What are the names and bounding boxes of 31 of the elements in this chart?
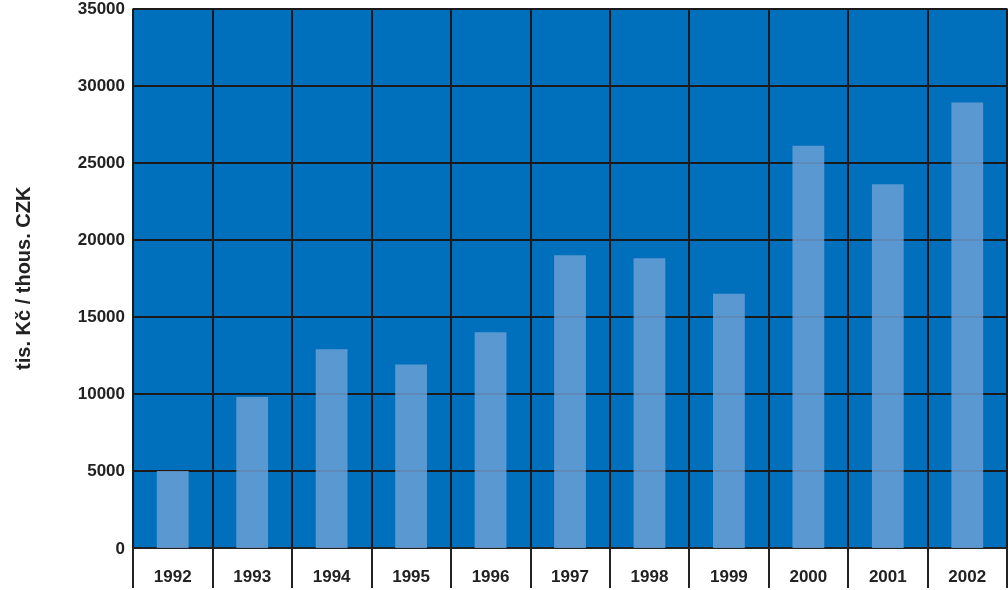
x-tick-label: 1992 bbox=[153, 567, 192, 586]
x-tick-label: 1997 bbox=[551, 567, 589, 586]
y-tick-label: 35000 bbox=[77, 0, 125, 18]
x-tick-label: 2001 bbox=[868, 567, 907, 586]
y-axis-title: tis. Kč / thous. CZK bbox=[12, 186, 34, 370]
bar bbox=[395, 364, 427, 548]
x-tick-label: 1996 bbox=[471, 567, 510, 586]
y-tick-label: 10000 bbox=[77, 384, 125, 404]
bar bbox=[951, 102, 984, 548]
x-tick-label: 2000 bbox=[789, 567, 828, 586]
bar bbox=[474, 332, 507, 548]
y-tick-label: 25000 bbox=[77, 153, 125, 173]
bar bbox=[871, 184, 904, 548]
bar bbox=[554, 255, 586, 548]
y-tick-label: 30000 bbox=[77, 76, 125, 96]
y-tick-label: 20000 bbox=[77, 230, 125, 250]
x-tick-label: 2002 bbox=[948, 567, 987, 586]
bar bbox=[236, 396, 269, 548]
y-tick-label: 15000 bbox=[77, 307, 125, 327]
x-tick-label: 1995 bbox=[392, 567, 430, 586]
bar bbox=[792, 145, 825, 548]
x-tick-label: 1993 bbox=[233, 567, 272, 586]
y-tick-label: 5000 bbox=[87, 461, 125, 481]
bar bbox=[713, 293, 745, 548]
bar bbox=[315, 349, 348, 548]
x-tick-label: 1998 bbox=[630, 567, 669, 586]
x-tick-label: 1999 bbox=[710, 567, 748, 586]
bar bbox=[156, 470, 189, 548]
bar bbox=[633, 258, 666, 548]
y-tick-label: 0 bbox=[115, 538, 125, 558]
x-tick-label: 1994 bbox=[312, 567, 352, 586]
